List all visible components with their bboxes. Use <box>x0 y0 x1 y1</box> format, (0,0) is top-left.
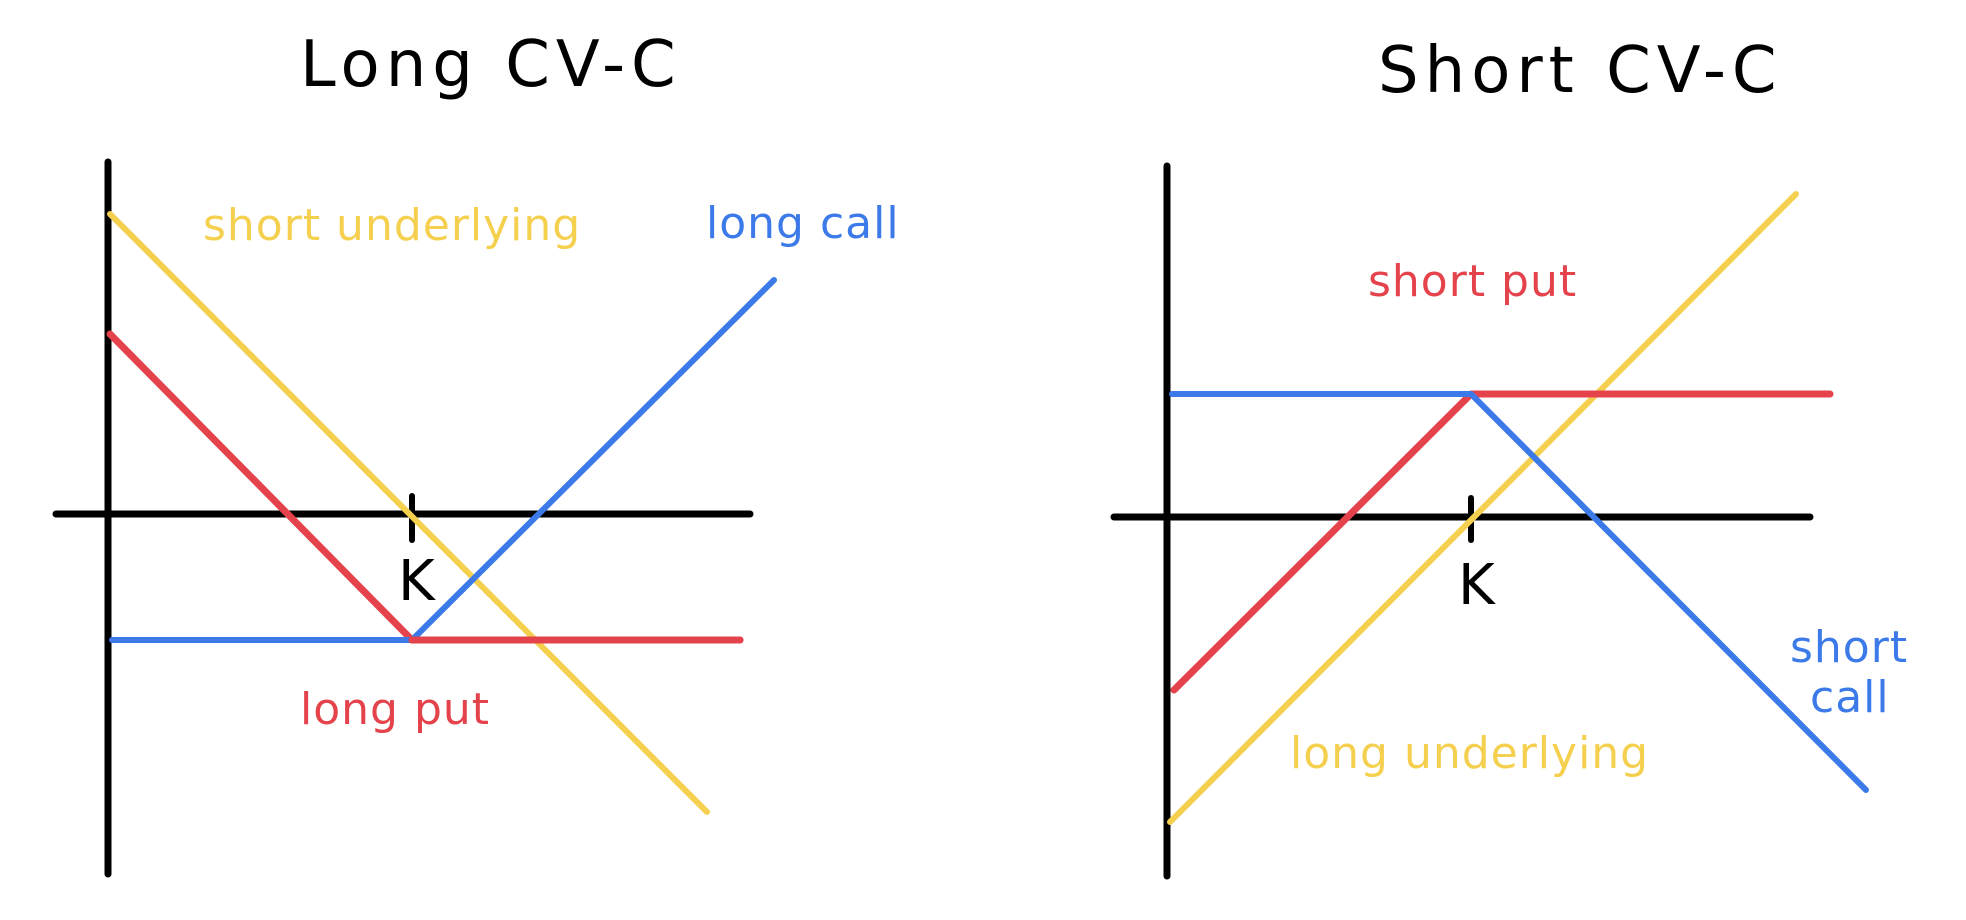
long-underlying-line <box>1167 191 1799 825</box>
long-call-line <box>109 277 777 643</box>
short-underlying-line <box>107 211 710 815</box>
short-put-label: short put <box>1368 256 1577 307</box>
short-call-label-line2: call <box>1810 672 1890 723</box>
panel-title: Short CV-C <box>1378 34 1783 108</box>
long-put-label: long put <box>300 684 490 735</box>
panel-long-cv-c: Long CV-C K short underlying long call l… <box>52 28 900 878</box>
short-call-line <box>1169 391 1869 793</box>
short-put-line <box>1170 390 1834 694</box>
strike-label: K <box>1458 553 1496 618</box>
long-call-label: long call <box>706 198 900 249</box>
short-call-label-line1: short <box>1790 622 1908 673</box>
panel-title: Long CV-C <box>300 28 682 102</box>
strike-label: K <box>398 549 436 614</box>
short-underlying-label: short underlying <box>203 200 581 251</box>
panel-short-cv-c: Short CV-C K short put long underlying s… <box>1110 34 1908 880</box>
long-underlying-label: long underlying <box>1290 728 1649 779</box>
